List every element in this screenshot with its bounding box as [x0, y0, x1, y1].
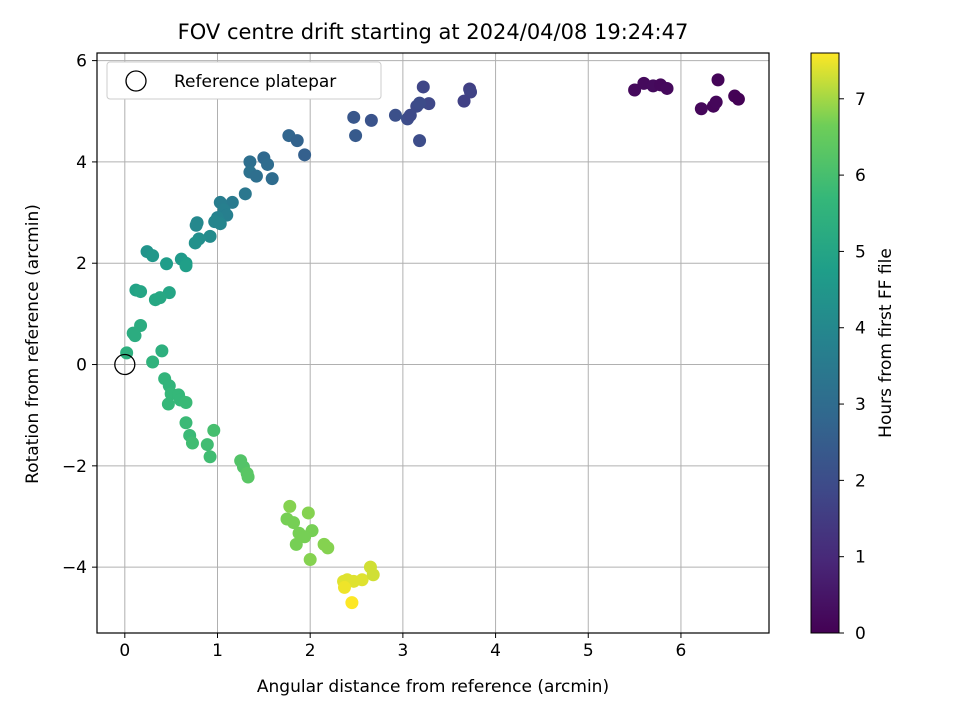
x-tick-label: 0: [119, 641, 130, 661]
colorbar-tick-label: 0: [855, 624, 866, 644]
data-point: [161, 397, 175, 411]
data-point: [134, 319, 148, 333]
data-point: [189, 218, 203, 232]
y-tick-label: 0: [76, 356, 87, 376]
data-point: [128, 329, 142, 343]
data-point: [355, 573, 369, 587]
chart-title: FOV centre drift starting at 2024/04/08 …: [178, 20, 689, 44]
data-point: [345, 596, 359, 610]
data-point: [347, 110, 361, 124]
data-point: [709, 95, 723, 109]
data-point: [298, 530, 312, 544]
colorbar-tick-label: 4: [855, 319, 866, 339]
colorbar-ticks: 0 1 2 3 4 5 6 7: [839, 90, 866, 644]
x-tick-label: 2: [305, 641, 316, 661]
y-tick-label: 2: [76, 254, 87, 274]
legend: Reference platepar: [106, 61, 382, 100]
data-point: [413, 134, 427, 148]
data-point: [153, 291, 167, 305]
colorbar-tick-label: 3: [855, 395, 866, 415]
data-point: [179, 259, 193, 273]
data-point: [261, 157, 275, 171]
data-point: [337, 580, 351, 594]
data-point: [321, 541, 335, 555]
data-point: [265, 172, 279, 186]
data-point: [464, 85, 478, 99]
data-point: [241, 470, 255, 484]
legend-label: Reference platepar: [174, 72, 336, 92]
data-point: [298, 148, 312, 162]
data-point: [200, 438, 214, 452]
y-tick-label: −2: [62, 457, 87, 477]
data-point: [628, 83, 642, 97]
y-tick-label: 4: [76, 153, 87, 173]
data-point: [660, 81, 674, 95]
data-point: [146, 249, 160, 263]
x-tick-label: 3: [397, 641, 408, 661]
data-point: [203, 229, 217, 243]
legend-marker-reference-platepar: [125, 70, 147, 92]
data-point: [457, 94, 471, 108]
data-point: [243, 155, 257, 169]
data-point: [303, 553, 317, 567]
data-point: [179, 396, 193, 410]
data-point: [160, 257, 174, 271]
x-axis-label: Angular distance from reference (arcmin): [257, 677, 609, 697]
y-tick-label: −4: [62, 558, 87, 578]
data-point: [238, 187, 252, 201]
data-point: [731, 92, 745, 106]
data-point: [388, 108, 402, 122]
data-point: [283, 499, 297, 513]
data-point: [403, 108, 417, 122]
data-point: [188, 236, 202, 250]
legend-box: [106, 61, 382, 100]
y-tick-label: 6: [76, 52, 87, 72]
data-point: [694, 102, 708, 116]
colorbar-tick-label: 5: [855, 242, 866, 262]
data-point: [413, 96, 427, 110]
data-point: [289, 537, 303, 551]
y-ticks: −4 −2 0 2 4 6: [62, 52, 97, 578]
data-point: [416, 80, 430, 94]
data-point: [179, 416, 193, 430]
data-point: [185, 436, 199, 450]
data-point: [366, 568, 380, 582]
y-axis-label: Rotation from reference (arcmin): [23, 204, 43, 484]
colorbar-tick-label: 2: [855, 471, 866, 491]
colorbar-tick-label: 6: [855, 166, 866, 186]
x-ticks: 0 1 2 3 4 5 6: [119, 633, 686, 661]
colorbar-gradient: [810, 52, 840, 634]
data-point: [711, 73, 725, 87]
colorbar-tick-label: 1: [855, 548, 866, 568]
reference-marker-layer: [114, 353, 136, 376]
data-point: [301, 506, 315, 520]
data-point: [134, 285, 148, 299]
data-point: [349, 129, 363, 143]
data-point: [155, 344, 169, 358]
data-point: [213, 217, 227, 231]
x-tick-label: 6: [676, 641, 687, 661]
data-point: [249, 169, 263, 183]
reference-platepar-marker: [114, 353, 136, 376]
data-point: [422, 97, 436, 111]
x-tick-label: 5: [583, 641, 594, 661]
x-tick-label: 4: [490, 641, 501, 661]
colorbar-tick-label: 7: [855, 90, 866, 110]
grid-lines: [97, 53, 769, 633]
plot-frame: [96, 52, 770, 634]
data-point: [146, 355, 160, 369]
data-point: [203, 450, 217, 464]
data-point: [207, 423, 221, 437]
colorbar-label: Hours from first FF file: [876, 248, 896, 438]
colorbar: 0 1 2 3 4 5 6 7 Hours from first FF file: [810, 52, 896, 644]
scatter-points: [120, 73, 745, 610]
data-point: [290, 134, 304, 148]
data-point: [225, 195, 239, 209]
data-point: [287, 516, 301, 530]
data-point: [364, 113, 378, 127]
x-tick-label: 1: [212, 641, 223, 661]
